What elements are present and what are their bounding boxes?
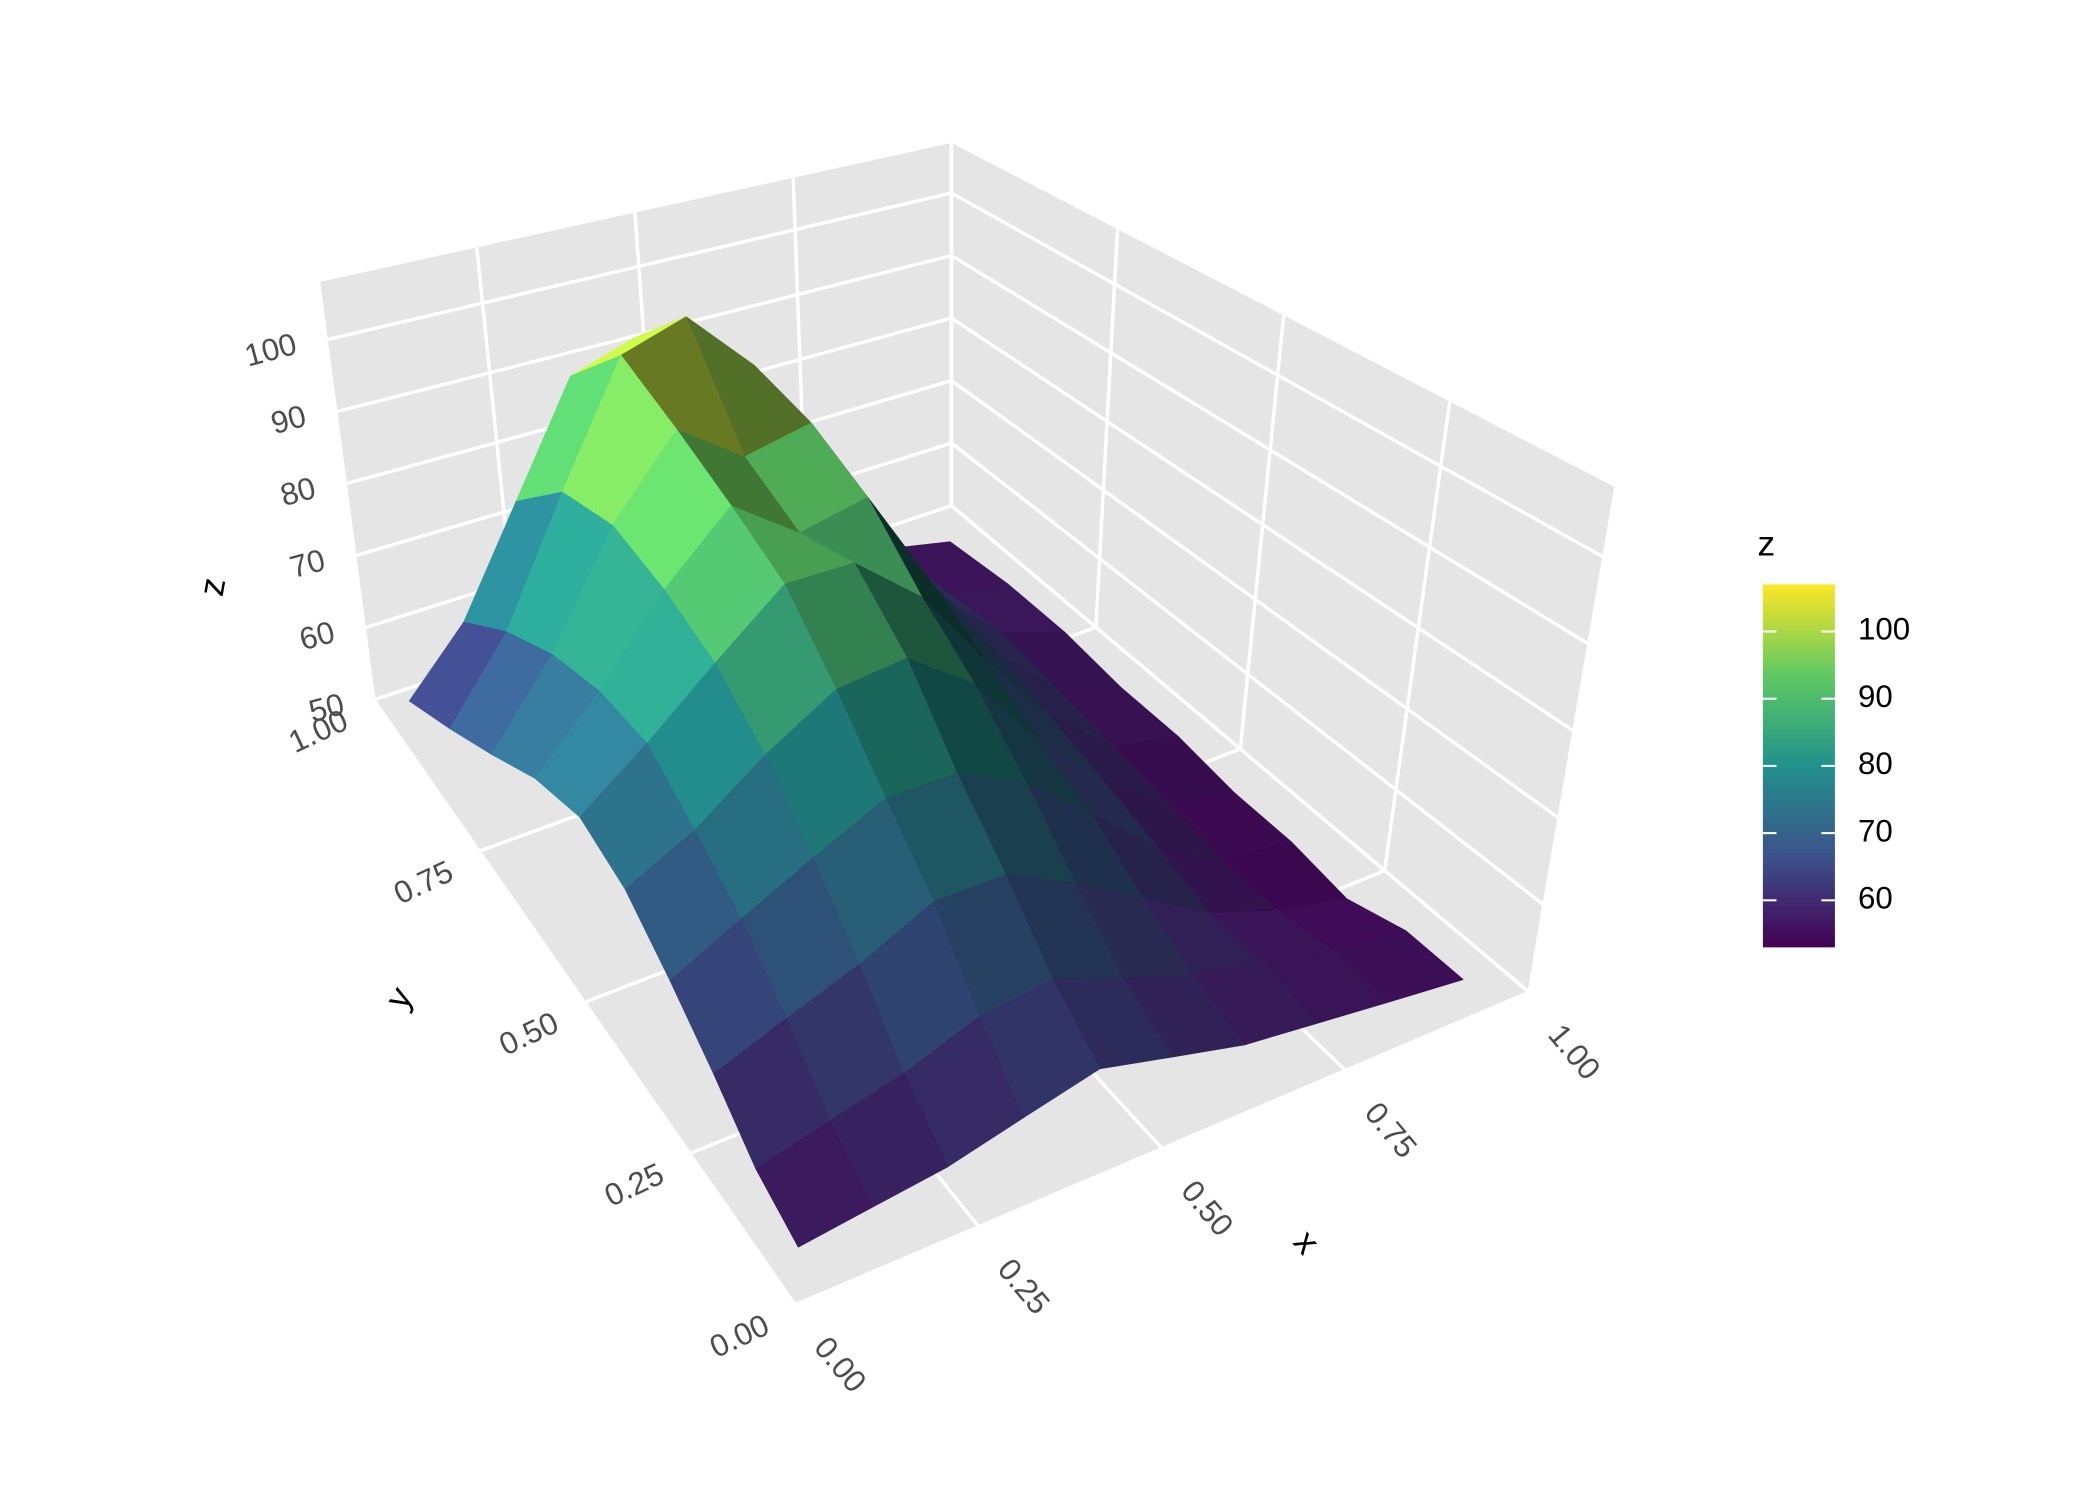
grid-line (1094, 229, 1120, 628)
x-tick-label: 0.00 (807, 1330, 873, 1399)
grid-line (950, 316, 1575, 733)
colorbar-tick-label: 60 (1858, 881, 1893, 916)
z-axis-title: z (192, 575, 233, 599)
y-axis-title: y (378, 980, 421, 1015)
grid-line (950, 379, 1560, 820)
colorbar-title: z (1757, 525, 1775, 564)
grid-line (335, 253, 952, 414)
grid-line (1238, 315, 1286, 750)
x-tick-label: 1.00 (1541, 1017, 1607, 1086)
z-tick-label: 80 (277, 470, 320, 513)
plot: 0.000.250.500.751.000.000.250.500.751.00… (192, 142, 1910, 1399)
x-axis-title: x (1286, 1223, 1327, 1262)
grid-line (794, 990, 1530, 1307)
colorbar-tick-label: 70 (1858, 813, 1893, 848)
surface-cell (755, 1120, 874, 1248)
y-tick-label: 0.25 (599, 1156, 669, 1213)
z-tick-label: 70 (286, 542, 329, 585)
colorbar-tick-label: 100 (1858, 612, 1910, 647)
grid-line (325, 191, 952, 342)
z-tick-label: 50 (305, 686, 348, 729)
x-tick-label: 0.50 (1174, 1174, 1240, 1243)
z-tick-label: 60 (296, 614, 339, 657)
grid-line (950, 504, 1531, 994)
grid-line (1383, 401, 1452, 871)
y-tick-label: 0.75 (388, 854, 458, 911)
grid-line (1527, 487, 1618, 993)
grid-line (950, 441, 1546, 907)
colorbar-tick-label: 80 (1858, 746, 1893, 781)
grid-line (316, 281, 376, 701)
z-tick-label: 100 (241, 326, 300, 373)
x-tick-label: 0.75 (1358, 1096, 1424, 1165)
y-tick-label: 0.00 (704, 1307, 774, 1364)
grid-line (950, 191, 1605, 559)
grid-line (950, 254, 1590, 646)
colorbar-tick-label: 90 (1858, 679, 1893, 714)
y-tick-label: 0.50 (494, 1005, 564, 1062)
x-tick-label: 0.25 (991, 1252, 1057, 1321)
z-tick-label: 90 (267, 398, 310, 441)
